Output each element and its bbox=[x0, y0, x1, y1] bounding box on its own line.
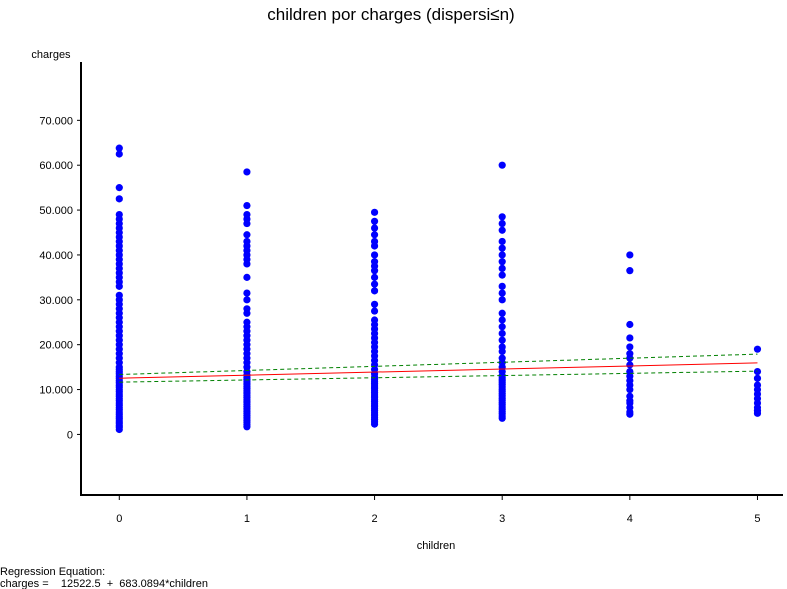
data-point bbox=[370, 208, 379, 216]
data-point bbox=[498, 296, 506, 304]
data-point bbox=[370, 287, 379, 295]
data-point bbox=[498, 258, 506, 266]
x-axis-title: children bbox=[417, 540, 456, 552]
data-point bbox=[370, 251, 379, 259]
data-point bbox=[370, 224, 379, 232]
data-point bbox=[626, 320, 634, 329]
data-point bbox=[243, 168, 251, 176]
data-point bbox=[115, 184, 123, 192]
chart-title: children por charges (dispersi≤n) bbox=[267, 5, 514, 24]
x-tick-label: 2 bbox=[372, 513, 378, 525]
data-point bbox=[626, 368, 634, 376]
regression-lines bbox=[119, 353, 758, 383]
data-point bbox=[753, 345, 762, 353]
data-point bbox=[498, 251, 506, 259]
x-axis: 0 1 2 3 4 5 bbox=[116, 495, 761, 525]
scatter-points bbox=[115, 144, 762, 434]
data-point bbox=[243, 231, 251, 239]
y-tick-label: 0 bbox=[67, 429, 73, 441]
data-point bbox=[498, 323, 506, 331]
data-point bbox=[498, 336, 506, 344]
data-point bbox=[498, 271, 506, 279]
data-point bbox=[498, 329, 506, 338]
data-point bbox=[626, 343, 634, 351]
data-point bbox=[115, 150, 123, 158]
data-point bbox=[370, 217, 379, 225]
data-point bbox=[243, 305, 251, 313]
data-point bbox=[498, 219, 506, 228]
y-axis-title: charges bbox=[31, 49, 71, 61]
data-point bbox=[115, 144, 123, 152]
y-tick-label: 70.000 bbox=[39, 115, 73, 127]
data-point bbox=[626, 392, 634, 400]
data-point bbox=[626, 267, 634, 275]
regression-equation: charges = 12522.5 + 683.0894*children bbox=[0, 578, 208, 589]
data-point bbox=[498, 161, 506, 169]
data-point bbox=[498, 226, 506, 234]
y-tick-label: 20.000 bbox=[39, 340, 73, 352]
data-point bbox=[370, 316, 379, 324]
y-axis: 0 10.000 20.000 30.000 40.000 50.000 60.000 70.… bbox=[39, 115, 81, 441]
y-tick-label: 40.000 bbox=[39, 250, 73, 262]
data-point bbox=[498, 282, 506, 290]
data-point bbox=[370, 273, 379, 281]
data-point bbox=[498, 289, 506, 297]
data-point bbox=[370, 307, 379, 315]
data-point bbox=[243, 210, 251, 219]
data-point bbox=[626, 361, 634, 369]
data-point bbox=[626, 334, 634, 342]
lower-confidence-line bbox=[119, 370, 758, 383]
x-tick-label: 4 bbox=[627, 513, 633, 525]
data-point bbox=[498, 354, 506, 362]
data-point bbox=[243, 201, 251, 210]
y-tick-label: 60.000 bbox=[39, 160, 73, 172]
x-tick-label: 1 bbox=[244, 513, 250, 525]
data-point bbox=[115, 195, 123, 203]
data-point bbox=[370, 300, 379, 308]
x-tick-label: 0 bbox=[116, 513, 122, 525]
data-point bbox=[243, 237, 251, 246]
data-point bbox=[243, 318, 251, 326]
data-point bbox=[370, 280, 379, 288]
data-point bbox=[243, 296, 251, 304]
data-point bbox=[626, 251, 634, 259]
data-point bbox=[370, 258, 379, 266]
x-tick-label: 5 bbox=[754, 513, 760, 525]
y-tick-label: 10.000 bbox=[39, 385, 73, 397]
regression-line bbox=[119, 362, 758, 379]
data-point bbox=[753, 381, 762, 389]
data-point bbox=[498, 213, 506, 221]
data-point bbox=[498, 309, 506, 317]
y-tick-label: 50.000 bbox=[39, 205, 73, 217]
data-point bbox=[498, 316, 506, 324]
data-point bbox=[243, 273, 251, 281]
data-point bbox=[115, 291, 123, 299]
x-tick-label: 3 bbox=[499, 513, 505, 525]
y-tick-label: 30.000 bbox=[39, 295, 73, 307]
data-point bbox=[498, 264, 506, 273]
data-point bbox=[498, 237, 506, 246]
data-point bbox=[370, 237, 379, 246]
data-point bbox=[370, 231, 379, 239]
data-point bbox=[115, 210, 123, 219]
upper-confidence-line bbox=[119, 353, 758, 376]
data-point bbox=[626, 350, 634, 358]
data-point bbox=[753, 374, 762, 382]
data-point bbox=[498, 244, 506, 252]
data-point bbox=[243, 289, 251, 297]
data-point bbox=[498, 343, 506, 351]
regression-heading: Regression Equation: bbox=[0, 566, 105, 578]
